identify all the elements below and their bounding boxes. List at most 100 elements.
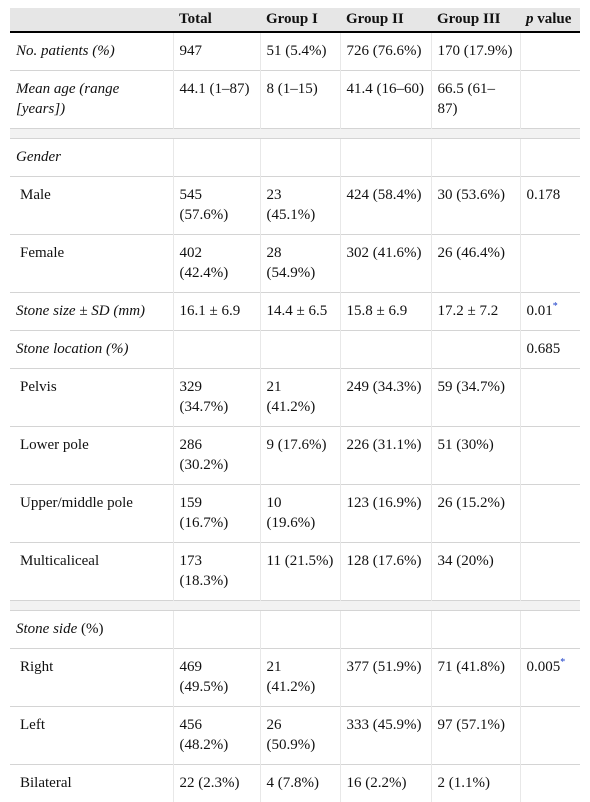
footnote-marker[interactable]: *: [553, 301, 558, 312]
cell-group-2: 226 (31.1%): [340, 427, 431, 485]
cell-empty: [340, 331, 431, 369]
row-label: Male: [10, 177, 173, 235]
cell-group-3: 59 (34.7%): [431, 369, 520, 427]
cell-total: 173 (18.3%): [173, 543, 260, 601]
cell-p-value: [520, 71, 580, 129]
cell-group-1: 51 (5.4%): [260, 32, 340, 71]
cell-group-3: 2 (1.1%): [431, 765, 520, 802]
cell-group-2: 726 (76.6%): [340, 32, 431, 71]
cell-group-3: 66.5 (61–87): [431, 71, 520, 129]
p-value-number: 0.01: [527, 303, 553, 319]
table-row: Upper/middle pole 159 (16.7%) 10 (19.6%)…: [10, 485, 580, 543]
cell-group-1: 21 (41.2%): [260, 369, 340, 427]
cell-group-2: 333 (45.9%): [340, 707, 431, 765]
cell-p-value: [520, 765, 580, 802]
cell-empty: [431, 139, 520, 177]
table-row: Mean age (range [years]) 44.1 (1–87) 8 (…: [10, 71, 580, 129]
cell-empty: [173, 139, 260, 177]
table-row: Female 402 (42.4%) 28 (54.9%) 302 (41.6%…: [10, 235, 580, 293]
cell-group-1: 23 (45.1%): [260, 177, 340, 235]
row-label: Mean age (range [years]): [10, 71, 173, 129]
cell-total: 44.1 (1–87): [173, 71, 260, 129]
cell-total: 329 (34.7%): [173, 369, 260, 427]
section-label-side-unit: (%): [77, 621, 103, 637]
header-p-value: p value: [520, 8, 580, 32]
row-label: Lower pole: [10, 427, 173, 485]
cell-group-2: 16 (2.2%): [340, 765, 431, 802]
table-row: No. patients (%) 947 51 (5.4%) 726 (76.6…: [10, 32, 580, 71]
row-label: Multicaliceal: [10, 543, 173, 601]
row-label: Right: [10, 649, 173, 707]
header-p-letter: p: [526, 11, 534, 27]
cell-empty: [520, 611, 580, 649]
table-row: Stone location (%) 0.685: [10, 331, 580, 369]
cell-total: 22 (2.3%): [173, 765, 260, 802]
footnote-marker[interactable]: *: [560, 657, 565, 668]
row-label: Stone size ± SD (mm): [10, 293, 173, 331]
cell-total: 286 (30.2%): [173, 427, 260, 485]
spacer-row: [10, 601, 580, 611]
cell-p-value: [520, 32, 580, 71]
section-label-side-italic: Stone side: [16, 621, 77, 637]
table-row: Right 469 (49.5%) 21 (41.2%) 377 (51.9%)…: [10, 649, 580, 707]
stone-characteristics-table: Total Group I Group II Group III p value…: [10, 8, 580, 802]
spacer-cell: [10, 129, 580, 139]
table-row: Lower pole 286 (30.2%) 9 (17.6%) 226 (31…: [10, 427, 580, 485]
cell-group-2: 128 (17.6%): [340, 543, 431, 601]
section-label-location: Stone location (%): [10, 331, 173, 369]
cell-group-3: 97 (57.1%): [431, 707, 520, 765]
table-row: Male 545 (57.6%) 23 (45.1%) 424 (58.4%) …: [10, 177, 580, 235]
header-blank: [10, 8, 173, 32]
cell-group-1: 26 (50.9%): [260, 707, 340, 765]
cell-total: 469 (49.5%): [173, 649, 260, 707]
cell-group-3: 26 (46.4%): [431, 235, 520, 293]
cell-p-value: [520, 427, 580, 485]
spacer-row: [10, 129, 580, 139]
table-row: Gender: [10, 139, 580, 177]
cell-group-1: 21 (41.2%): [260, 649, 340, 707]
cell-group-1: 14.4 ± 6.5: [260, 293, 340, 331]
cell-group-1: 8 (1–15): [260, 71, 340, 129]
cell-p-value: [520, 485, 580, 543]
cell-group-3: 170 (17.9%): [431, 32, 520, 71]
section-label-side: Stone side (%): [10, 611, 173, 649]
table-row: Stone size ± SD (mm) 16.1 ± 6.9 14.4 ± 6…: [10, 293, 580, 331]
header-value-word: value: [537, 11, 571, 27]
cell-total: 456 (48.2%): [173, 707, 260, 765]
cell-empty: [340, 139, 431, 177]
row-label: Bilateral: [10, 765, 173, 802]
header-group-2: Group II: [340, 8, 431, 32]
section-label-gender: Gender: [10, 139, 173, 177]
cell-total: 16.1 ± 6.9: [173, 293, 260, 331]
cell-group-2: 41.4 (16–60): [340, 71, 431, 129]
cell-group-3: 51 (30%): [431, 427, 520, 485]
header-total: Total: [173, 8, 260, 32]
cell-empty: [431, 611, 520, 649]
cell-empty: [260, 611, 340, 649]
header-group-1: Group I: [260, 8, 340, 32]
cell-group-3: 71 (41.8%): [431, 649, 520, 707]
cell-total: 545 (57.6%): [173, 177, 260, 235]
cell-total: 402 (42.4%): [173, 235, 260, 293]
cell-group-2: 424 (58.4%): [340, 177, 431, 235]
cell-group-3: 30 (53.6%): [431, 177, 520, 235]
spacer-cell: [10, 601, 580, 611]
cell-empty: [431, 331, 520, 369]
cell-p-value: [520, 543, 580, 601]
cell-p-value: [520, 707, 580, 765]
table-row: Left 456 (48.2%) 26 (50.9%) 333 (45.9%) …: [10, 707, 580, 765]
cell-p-value: 0.01*: [520, 293, 580, 331]
cell-group-1: 11 (21.5%): [260, 543, 340, 601]
cell-group-1: 9 (17.6%): [260, 427, 340, 485]
p-value-number: 0.005: [527, 659, 561, 675]
cell-p-value: 0.178: [520, 177, 580, 235]
header-group-3: Group III: [431, 8, 520, 32]
cell-group-1: 28 (54.9%): [260, 235, 340, 293]
cell-total: 947: [173, 32, 260, 71]
cell-group-3: 26 (15.2%): [431, 485, 520, 543]
row-label: Upper/middle pole: [10, 485, 173, 543]
cell-empty: [173, 611, 260, 649]
cell-group-2: 15.8 ± 6.9: [340, 293, 431, 331]
cell-empty: [520, 139, 580, 177]
cell-group-2: 249 (34.3%): [340, 369, 431, 427]
